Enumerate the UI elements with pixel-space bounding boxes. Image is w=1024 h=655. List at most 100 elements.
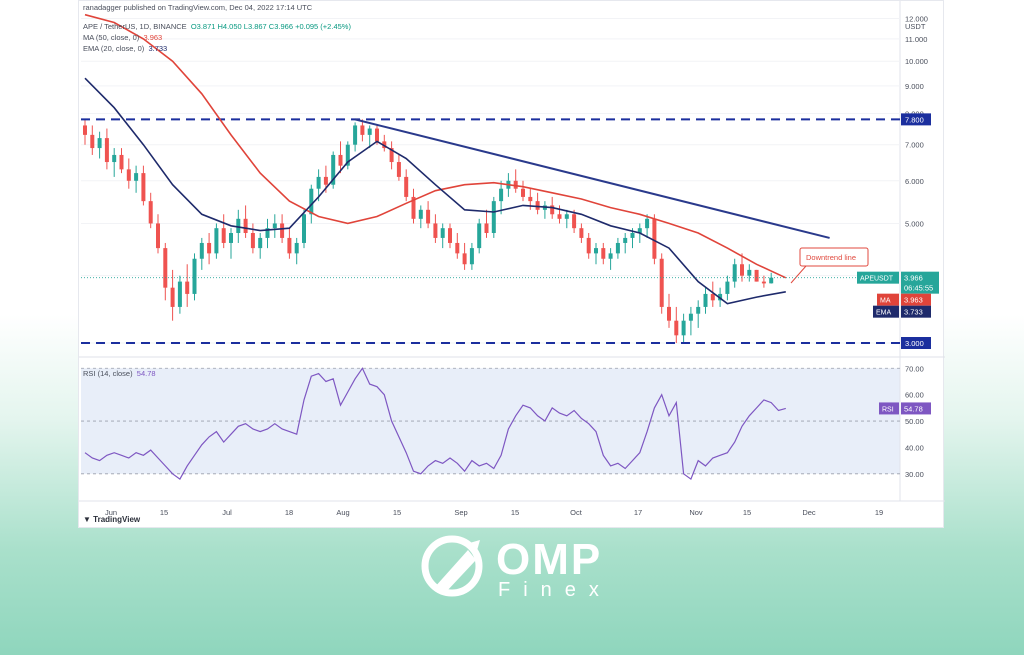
candle[interactable]: [207, 233, 212, 265]
candle-body: [426, 209, 431, 224]
candle[interactable]: [367, 125, 372, 149]
candle[interactable]: [645, 214, 650, 238]
candle[interactable]: [754, 269, 759, 282]
candle[interactable]: [345, 141, 350, 170]
candle[interactable]: [272, 214, 277, 238]
candle-body: [353, 125, 358, 145]
candle[interactable]: [287, 228, 292, 259]
candle[interactable]: [455, 233, 460, 259]
candle-body: [411, 196, 416, 219]
candle[interactable]: [696, 300, 701, 328]
candle[interactable]: [513, 169, 518, 193]
candle[interactable]: [477, 218, 482, 254]
candle[interactable]: [214, 223, 219, 259]
candle[interactable]: [448, 223, 452, 249]
candle-body: [652, 218, 657, 259]
candle[interactable]: [156, 214, 160, 254]
candle[interactable]: [586, 233, 591, 259]
candle[interactable]: [360, 119, 365, 142]
candle[interactable]: [564, 209, 569, 229]
candle[interactable]: [294, 237, 299, 265]
candle[interactable]: [163, 242, 168, 301]
candle[interactable]: [484, 209, 489, 238]
time-tick-label: 15: [511, 508, 519, 517]
candle[interactable]: [418, 205, 423, 229]
candle[interactable]: [740, 253, 744, 282]
candle[interactable]: [148, 192, 153, 229]
candle[interactable]: [572, 209, 577, 234]
candle-body: [229, 233, 233, 243]
candle[interactable]: [134, 165, 139, 193]
candle[interactable]: [725, 275, 730, 301]
candle[interactable]: [382, 134, 387, 152]
candle[interactable]: [433, 214, 438, 243]
candle[interactable]: [462, 242, 467, 270]
candle[interactable]: [652, 214, 657, 265]
candle[interactable]: [185, 264, 190, 307]
candle[interactable]: [404, 169, 409, 202]
candle[interactable]: [90, 125, 95, 155]
candle[interactable]: [112, 148, 117, 177]
candle[interactable]: [170, 269, 175, 321]
candle[interactable]: [681, 313, 686, 343]
candle[interactable]: [535, 192, 540, 215]
candle[interactable]: [579, 223, 584, 243]
candle[interactable]: [710, 281, 715, 307]
rsi-line[interactable]: [84, 367, 786, 481]
candle[interactable]: [703, 287, 708, 314]
ema20-line[interactable]: [84, 77, 786, 305]
candle[interactable]: [440, 223, 445, 249]
candle[interactable]: [594, 242, 598, 265]
candle[interactable]: [229, 228, 233, 259]
candle[interactable]: [747, 264, 752, 282]
candle[interactable]: [732, 258, 737, 288]
candle[interactable]: [83, 119, 87, 145]
candle[interactable]: [667, 293, 671, 328]
candle[interactable]: [521, 180, 525, 202]
candle[interactable]: [499, 180, 504, 215]
candle[interactable]: [265, 218, 270, 249]
candle[interactable]: [674, 306, 679, 343]
candle[interactable]: [331, 151, 336, 189]
candle-body: [769, 277, 774, 284]
candle[interactable]: [426, 201, 431, 229]
candle[interactable]: [491, 196, 496, 238]
candle[interactable]: [557, 205, 562, 224]
candle[interactable]: [126, 158, 131, 189]
candle[interactable]: [353, 122, 358, 152]
candle[interactable]: [608, 248, 613, 270]
candle[interactable]: [396, 154, 401, 181]
candle[interactable]: [243, 205, 248, 238]
candle[interactable]: [761, 275, 766, 288]
candle[interactable]: [615, 237, 620, 259]
candle-body: [90, 134, 95, 149]
candle[interactable]: [97, 131, 102, 159]
candle[interactable]: [469, 242, 474, 270]
candle[interactable]: [302, 209, 306, 249]
candle[interactable]: [192, 253, 197, 301]
candle[interactable]: [659, 253, 664, 314]
candle[interactable]: [104, 128, 109, 170]
ma50-line[interactable]: [84, 13, 787, 279]
candle[interactable]: [177, 275, 182, 314]
candle-body: [338, 154, 343, 166]
candle[interactable]: [258, 233, 263, 259]
downtrend-line[interactable]: [354, 118, 830, 239]
candle[interactable]: [250, 223, 255, 254]
candle[interactable]: [199, 237, 204, 270]
candle[interactable]: [141, 165, 146, 206]
candle-body: [389, 148, 394, 163]
candle[interactable]: [221, 214, 226, 249]
ma-label: MA (50, close, 0): [83, 33, 140, 42]
candle[interactable]: [623, 233, 628, 254]
candle[interactable]: [688, 306, 693, 336]
candle[interactable]: [338, 141, 343, 174]
candle[interactable]: [601, 242, 606, 265]
candle[interactable]: [389, 141, 394, 170]
candle[interactable]: [542, 201, 547, 219]
candle[interactable]: [411, 188, 416, 224]
candle[interactable]: [119, 148, 124, 174]
candle[interactable]: [769, 272, 774, 284]
tradingview-brand[interactable]: ▼ TradingView: [83, 515, 140, 524]
